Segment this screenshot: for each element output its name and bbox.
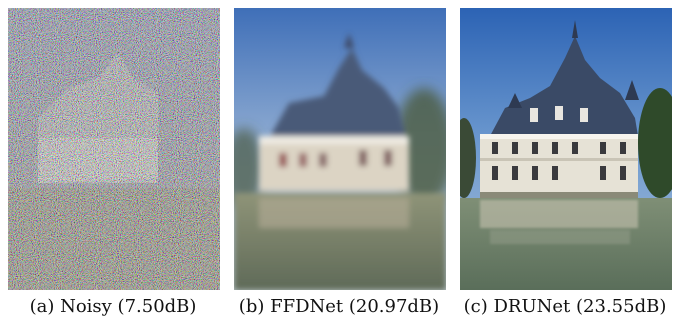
ffdnet-image-panel [234,8,446,290]
caption-drunet: (c) DRUNet (23.55dB) [463,296,667,317]
caption-ffdnet: (b) FFDNet (20.97dB) [238,296,440,317]
caption-noisy: (a) Noisy (7.50dB) [29,296,197,317]
drunet-image-panel [460,8,672,290]
noisy-image-panel [8,8,220,290]
